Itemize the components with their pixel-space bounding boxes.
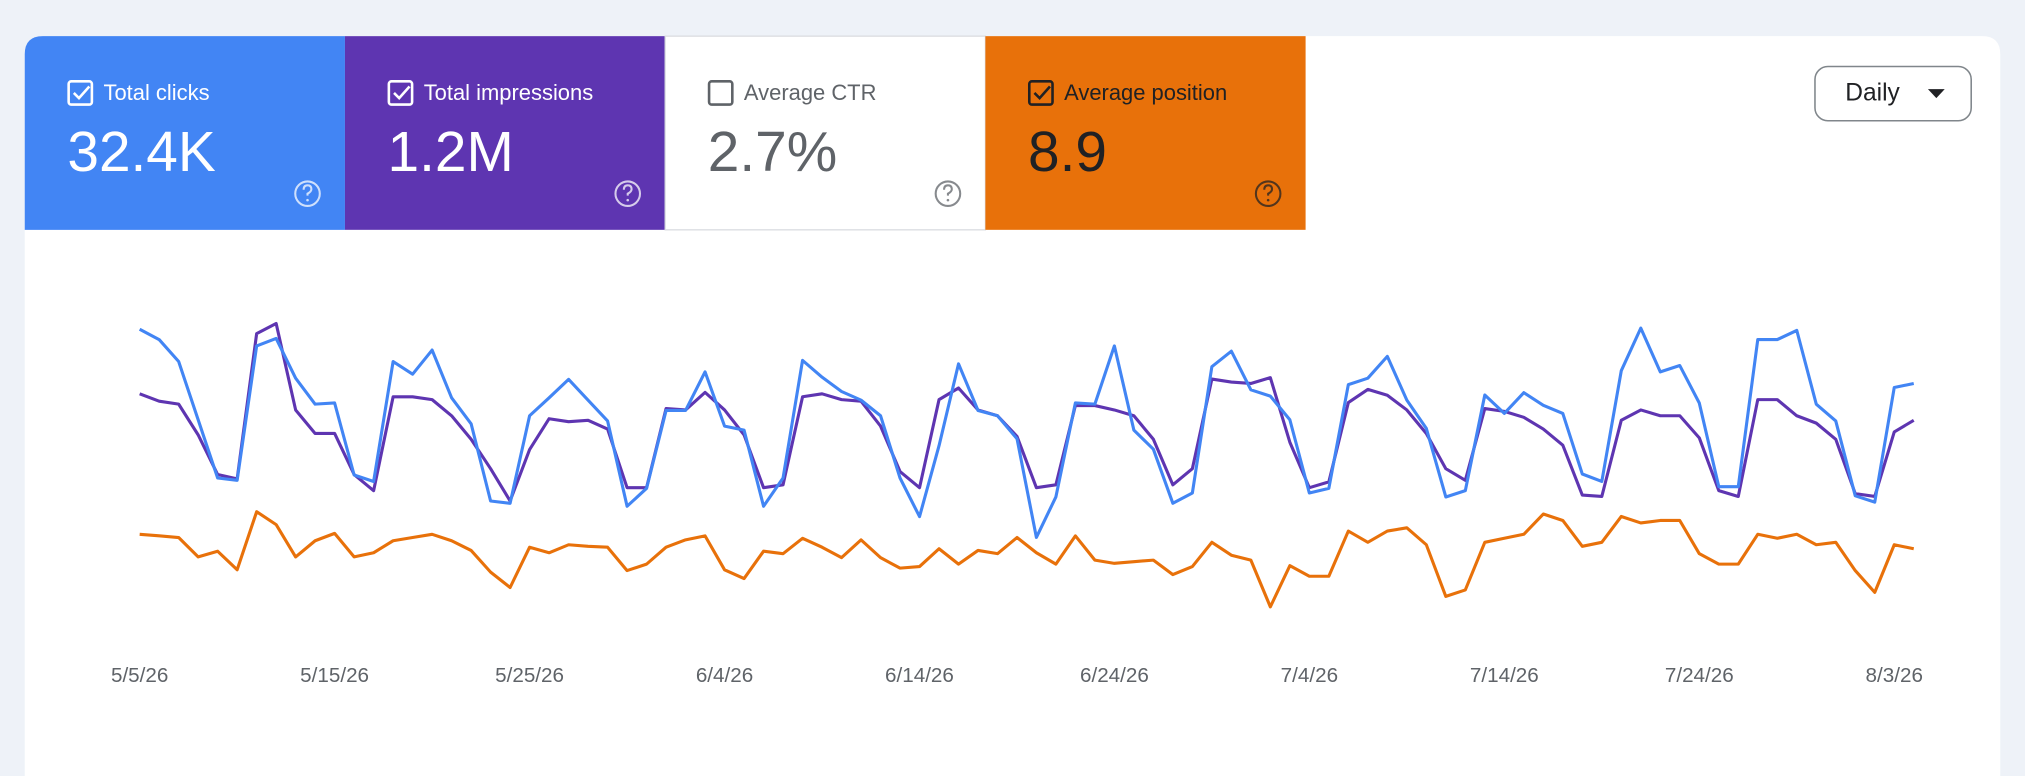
help-icon-glyph: [622, 184, 633, 196]
help-icon-glyph: [302, 184, 313, 196]
metric-card[interactable]: Average CTR 2.7%: [664, 35, 987, 231]
card-background: [344, 36, 666, 230]
card-label: Total impressions: [424, 80, 593, 105]
series-line: [138, 326, 1915, 539]
x-tick-label: 5/25/26: [495, 664, 564, 687]
x-tick-label: 6/14/26: [885, 664, 954, 687]
checkmark: [72, 85, 91, 101]
x-tick-label: 6/24/26: [1080, 664, 1149, 687]
card-label: Average position: [1064, 80, 1227, 105]
card-background: [664, 35, 987, 231]
help-icon: [934, 180, 962, 207]
x-tick-label: 5/5/26: [111, 664, 168, 687]
checkmark: [393, 85, 411, 101]
series-line: [139, 510, 1915, 609]
metric-card[interactable]: Total clicks 32.4K: [24, 36, 345, 230]
checkbox[interactable]: [1027, 80, 1054, 106]
help-icon-dot: [626, 198, 630, 202]
metric-card[interactable]: Average position 8.9: [985, 36, 1306, 230]
x-tick-label: 7/4/26: [1281, 664, 1338, 687]
help-icon: [614, 180, 642, 207]
dropdown-box[interactable]: [1814, 65, 1972, 122]
checkmark: [1033, 85, 1051, 101]
help-icon-glyph: [943, 184, 953, 196]
checkbox[interactable]: [67, 80, 94, 106]
x-tick-label: 6/4/26: [696, 664, 753, 687]
help-icon-glyph: [1263, 184, 1274, 196]
x-tick-label: 7/14/26: [1470, 664, 1539, 687]
metric-card[interactable]: Total impressions 1.2M: [344, 36, 666, 230]
card-value: 2.7%: [708, 121, 837, 184]
card-value: 1.2M: [388, 121, 514, 184]
card-background: [24, 36, 345, 230]
x-tick-label: 7/24/26: [1665, 664, 1734, 687]
card-value: 8.9: [1028, 121, 1107, 184]
card-background: [985, 36, 1306, 230]
card-label: Total clicks: [104, 80, 210, 105]
series-line: [139, 321, 1915, 503]
card-label: Average CTR: [744, 80, 877, 105]
x-tick-label: 8/3/26: [1866, 664, 1923, 687]
card-value: 32.4K: [67, 121, 216, 184]
checkbox[interactable]: [707, 80, 734, 106]
dropdown-label[interactable]: Daily: [1845, 80, 1900, 107]
help-icon-dot: [306, 198, 309, 202]
help-icon-dot: [1266, 198, 1270, 202]
x-tick-label: 5/15/26: [300, 664, 369, 687]
help-icon-dot: [946, 198, 950, 202]
help-icon: [294, 180, 321, 207]
dropdown-arrow: [1927, 89, 1945, 99]
checkbox[interactable]: [387, 80, 414, 106]
help-icon: [1254, 180, 1282, 207]
dropdown[interactable]: Daily: [1814, 65, 1972, 122]
